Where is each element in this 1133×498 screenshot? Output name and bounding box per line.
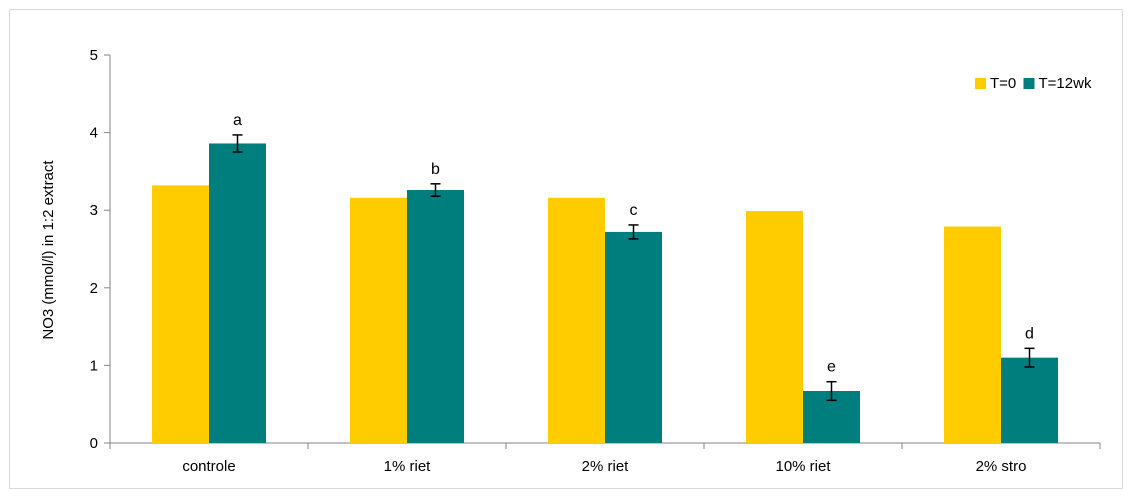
legend: T=0 T=12wk — [975, 75, 1092, 92]
bar-t12wk — [605, 231, 662, 443]
x-tick-label: controle — [182, 458, 235, 475]
significance-label: a — [233, 112, 242, 129]
x-tick-label: 10% riet — [775, 458, 831, 475]
significance-labels: a b c e d — [233, 112, 1034, 376]
significance-label: c — [630, 202, 638, 219]
bar-t0 — [350, 197, 407, 443]
bar-t0 — [746, 210, 803, 443]
x-tick-label: 2% stro — [976, 458, 1027, 475]
y-tick-label: 1 — [90, 357, 98, 374]
legend-label: T=0 — [990, 75, 1016, 92]
y-tick-label: 3 — [90, 202, 98, 219]
y-tick-label: 5 — [90, 47, 98, 64]
x-tick-label: 1% riet — [384, 458, 432, 475]
y-tick-label: 2 — [90, 280, 98, 297]
y-tick-label: 4 — [90, 125, 98, 142]
bar-t0 — [152, 185, 209, 444]
significance-label: e — [827, 359, 836, 376]
legend-swatch — [975, 78, 986, 89]
significance-label: d — [1025, 325, 1034, 342]
legend-swatch — [1023, 78, 1035, 89]
bars — [152, 143, 1058, 444]
bar-t0 — [944, 226, 1001, 443]
y-tick-label: 0 — [90, 435, 98, 452]
bar-t12wk — [209, 143, 266, 444]
significance-label: b — [431, 161, 440, 178]
x-tick-label: 2% riet — [582, 458, 630, 475]
legend-label: T=12wk — [1039, 75, 1092, 92]
bar-t0 — [548, 197, 605, 443]
x-axis: controle 1% riet 2% riet 10% riet 2% stro — [109, 442, 1101, 475]
bar-t12wk — [407, 190, 464, 443]
error-bars — [232, 134, 1035, 402]
y-axis-title: NO3 (mmol/l) in 1:2 extract — [40, 160, 57, 340]
bar-t12wk — [1001, 357, 1058, 443]
y-axis: 0 1 2 3 4 5 — [90, 47, 111, 452]
